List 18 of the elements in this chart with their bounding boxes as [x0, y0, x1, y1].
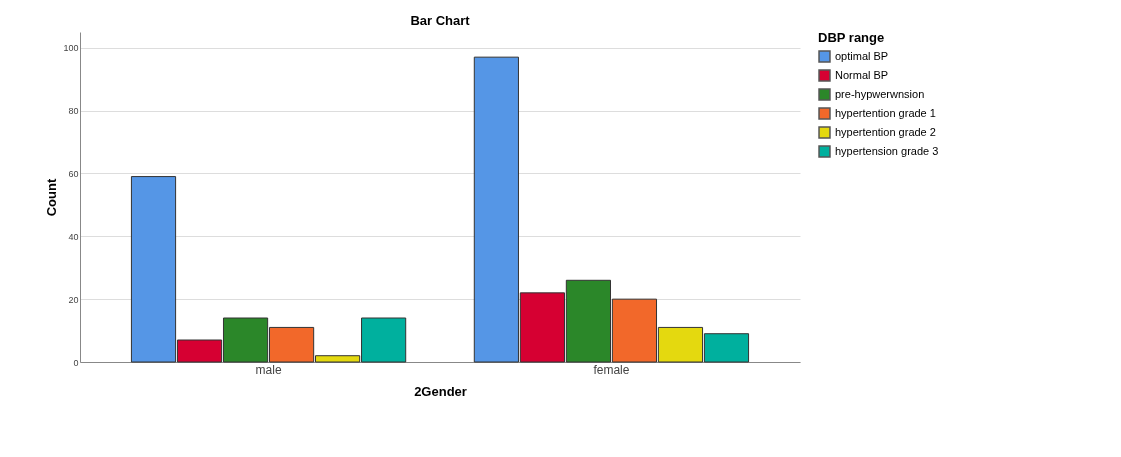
y-axis-title: Count [44, 178, 60, 217]
legend-label: pre-hypwerwnsion [835, 87, 925, 100]
legend-title: DBP range [818, 30, 885, 45]
y-tick-label: 100 [63, 43, 79, 54]
y-tick-label: 40 [68, 231, 79, 242]
y-tick-label: 20 [68, 294, 79, 305]
legend-label: Normal BP [835, 68, 889, 81]
x-tick-label: female [593, 362, 630, 377]
x-tick-label: male [255, 362, 282, 377]
legend-label: hypertention grade 2 [835, 125, 936, 138]
legend-label: optimal BP [835, 49, 889, 62]
chart-title: Bar Chart [410, 13, 471, 28]
y-tick-label: 80 [68, 106, 79, 117]
legend-label: hypertension grade 3 [835, 144, 939, 157]
x-axis-title: 2Gender [414, 383, 467, 399]
y-tick-label: 0 [73, 357, 79, 368]
y-tick-label: 60 [68, 168, 79, 179]
legend-label: hypertention grade 1 [835, 106, 936, 119]
